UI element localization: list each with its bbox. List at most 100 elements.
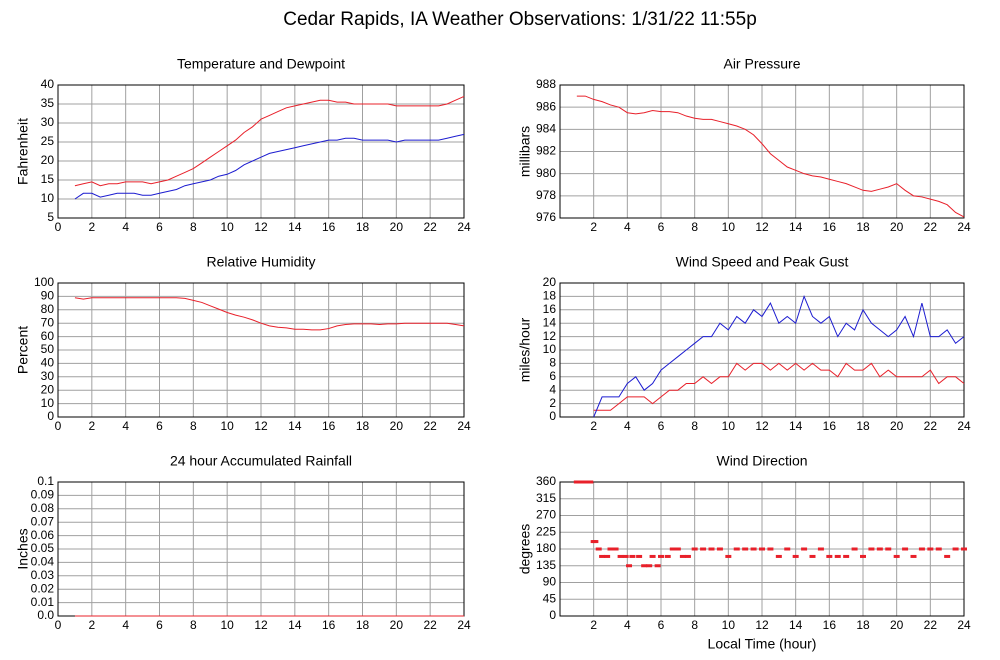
x-tick-label: 6 bbox=[658, 220, 665, 234]
y-axis-label: millibars bbox=[517, 126, 533, 177]
data-point bbox=[742, 547, 749, 551]
x-tick-label: 20 bbox=[890, 220, 904, 234]
y-tick-label: 0.09 bbox=[31, 488, 55, 502]
y-axis-label: Fahrenheit bbox=[15, 118, 31, 185]
data-point bbox=[669, 547, 676, 551]
x-tick-label: 10 bbox=[220, 419, 234, 433]
data-point bbox=[775, 554, 782, 558]
data-point bbox=[851, 547, 858, 551]
data-point bbox=[646, 564, 653, 568]
chart-title: Wind Speed and Peak Gust bbox=[676, 254, 849, 270]
x-tick-label: 16 bbox=[823, 419, 837, 433]
data-point bbox=[716, 547, 723, 551]
data-point bbox=[583, 480, 590, 484]
x-tick-label: 20 bbox=[890, 419, 904, 433]
x-tick-label: 6 bbox=[658, 618, 665, 632]
y-tick-label: 984 bbox=[536, 122, 556, 136]
x-tick-label: 2 bbox=[590, 618, 597, 632]
y-tick-label: 20 bbox=[543, 275, 557, 289]
data-point bbox=[817, 547, 824, 551]
data-point bbox=[801, 547, 808, 551]
x-tick-label: 6 bbox=[156, 220, 163, 234]
y-tick-label: 978 bbox=[536, 188, 556, 202]
plot-frame bbox=[559, 84, 965, 219]
x-tick-label: 22 bbox=[423, 220, 437, 234]
x-tick-label: 22 bbox=[924, 419, 938, 433]
x-tick-label: 18 bbox=[856, 419, 870, 433]
y-tick-label: 0.03 bbox=[31, 568, 55, 582]
x-tick-label: 16 bbox=[322, 419, 336, 433]
x-tick-label: 22 bbox=[423, 419, 437, 433]
x-tick-label: 2 bbox=[590, 220, 597, 234]
data-point bbox=[599, 554, 606, 558]
data-point bbox=[918, 547, 925, 551]
x-tick-label: 0 bbox=[55, 419, 62, 433]
data-point bbox=[860, 554, 866, 558]
y-tick-label: 12 bbox=[543, 329, 557, 343]
x-tick-label: 12 bbox=[755, 220, 769, 234]
x-tick-label: 2 bbox=[590, 419, 597, 433]
data-point bbox=[868, 547, 875, 551]
x-tick-label: 8 bbox=[190, 220, 197, 234]
x-tick-label: 8 bbox=[691, 220, 698, 234]
data-point bbox=[902, 547, 909, 551]
y-tick-label: 315 bbox=[536, 491, 556, 505]
data-point bbox=[750, 547, 757, 551]
y-tick-label: 0.06 bbox=[31, 528, 55, 542]
data-point bbox=[684, 554, 691, 558]
x-tick-label: 4 bbox=[624, 419, 631, 433]
x-tick-label: 10 bbox=[722, 618, 736, 632]
y-tick-label: 180 bbox=[536, 541, 556, 555]
data-point bbox=[944, 554, 951, 558]
data-point bbox=[607, 547, 614, 551]
y-tick-label: 0.02 bbox=[31, 581, 55, 595]
x-tick-label: 12 bbox=[254, 220, 268, 234]
y-tick-label: 0.04 bbox=[31, 555, 55, 569]
x-tick-label: 4 bbox=[624, 618, 631, 632]
y-tick-label: 225 bbox=[536, 524, 556, 538]
plot-frame bbox=[559, 282, 965, 418]
data-line bbox=[74, 133, 465, 200]
y-tick-label: 5 bbox=[47, 210, 54, 224]
y-tick-label: 30 bbox=[41, 115, 55, 129]
x-tick-label: 24 bbox=[957, 220, 971, 234]
y-tick-label: 980 bbox=[536, 166, 556, 180]
x-tick-label: 14 bbox=[789, 220, 803, 234]
x-tick-label: 2 bbox=[88, 618, 95, 632]
chart-title: Temperature and Dewpoint bbox=[177, 56, 345, 72]
data-point bbox=[629, 554, 636, 558]
x-tick-label: 4 bbox=[624, 220, 631, 234]
x-tick-label: 6 bbox=[658, 419, 665, 433]
x-tick-label: 10 bbox=[722, 220, 736, 234]
x-tick-label: 18 bbox=[856, 618, 870, 632]
y-tick-label: 988 bbox=[536, 77, 556, 91]
x-tick-label: 24 bbox=[957, 618, 971, 632]
x-tick-label: 8 bbox=[691, 618, 698, 632]
x-tick-label: 22 bbox=[423, 618, 437, 632]
y-tick-label: 90 bbox=[41, 289, 55, 303]
data-point bbox=[759, 547, 765, 551]
plot-frame bbox=[57, 84, 465, 219]
x-tick-label: 22 bbox=[924, 220, 938, 234]
y-tick-label: 360 bbox=[536, 474, 556, 488]
x-tick-label: 4 bbox=[122, 618, 129, 632]
y-tick-label: 0.07 bbox=[31, 514, 55, 528]
chart-title: 24 hour Accumulated Rainfall bbox=[170, 453, 352, 469]
x-tick-label: 18 bbox=[856, 220, 870, 234]
x-tick-label: 18 bbox=[356, 618, 370, 632]
y-tick-label: 0.08 bbox=[31, 501, 55, 515]
data-point bbox=[604, 554, 611, 558]
y-tick-label: 20 bbox=[41, 382, 55, 396]
data-line bbox=[576, 95, 965, 218]
data-point bbox=[592, 540, 599, 544]
data-point bbox=[636, 554, 643, 558]
x-tick-label: 14 bbox=[288, 618, 302, 632]
data-point bbox=[834, 554, 841, 558]
x-tick-label: 10 bbox=[220, 618, 234, 632]
x-tick-label: 20 bbox=[390, 220, 404, 234]
x-tick-label: 14 bbox=[288, 220, 302, 234]
y-tick-label: 4 bbox=[549, 382, 556, 396]
x-tick-label: 0 bbox=[55, 618, 62, 632]
